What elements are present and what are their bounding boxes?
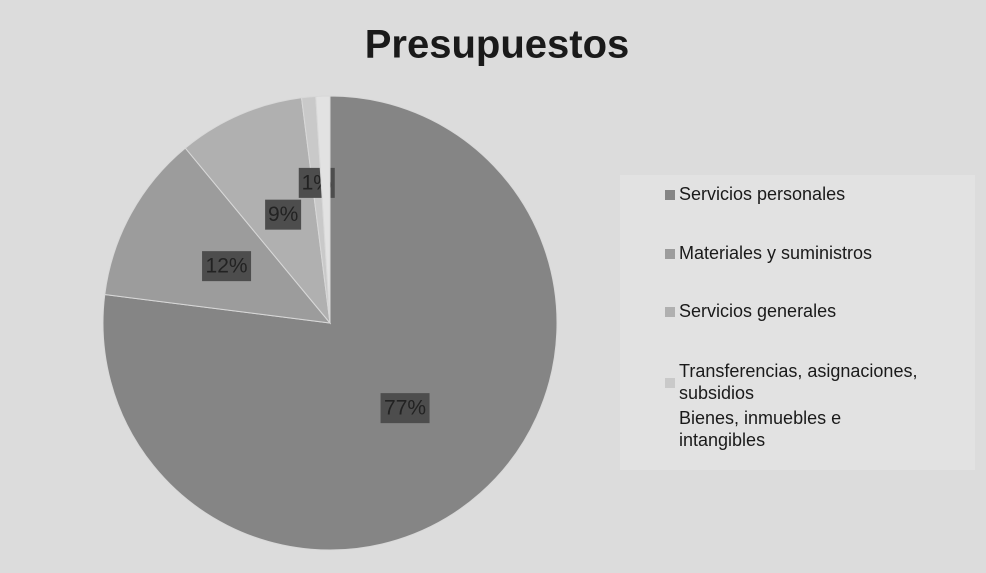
data-label: 9%: [268, 203, 298, 226]
legend-box: [620, 175, 975, 470]
legend-marker: [665, 307, 675, 317]
legend-label: Servicios generales: [679, 301, 836, 321]
pie-slice: [102, 95, 558, 551]
data-label-box: [380, 393, 430, 424]
legend-marker: [665, 190, 675, 200]
legend-marker: [665, 249, 675, 259]
pie-slice: [184, 97, 331, 325]
chart-title: Presupuestos: [365, 23, 630, 67]
legend-marker: [665, 378, 675, 388]
data-label-box: [265, 199, 302, 230]
legend-label: Transferencias, asignaciones, subsidios: [679, 361, 917, 403]
legend-label: Bienes, inmuebles e intangibles: [679, 408, 841, 450]
data-label: 12%: [206, 255, 248, 278]
legend-marker: [665, 425, 675, 435]
pie-slice: [315, 95, 331, 324]
legend-label: Servicios personales: [679, 184, 845, 204]
data-label: 77%: [384, 397, 426, 420]
pie-slice: [104, 147, 332, 324]
legend-label: Materiales y suministros: [679, 243, 872, 263]
data-label-box: [202, 251, 252, 282]
